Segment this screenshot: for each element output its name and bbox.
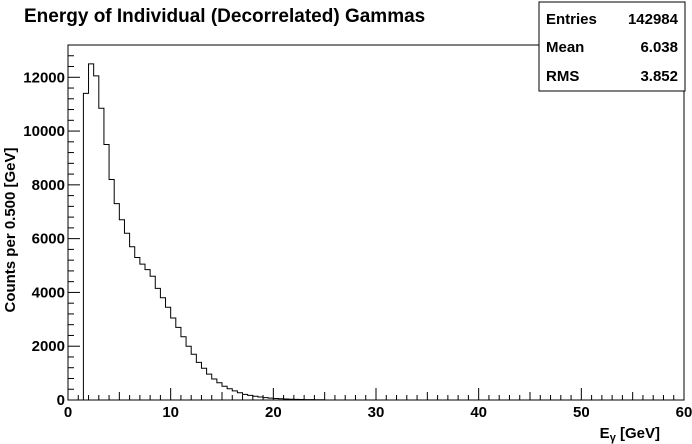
x-axis-label-unit: [GeV] [616,425,660,442]
x-axis: 0 10 20 30 40 50 60 [64,388,692,421]
x-tick-label: 30 [368,404,385,421]
x-tick-label: 10 [162,404,179,421]
y-axis: 0 2000 4000 6000 8000 10000 12000 [23,44,80,409]
y-tick-label: 2000 [32,338,65,355]
x-tick-label: 0 [64,404,72,421]
y-tick-label: 4000 [32,284,65,301]
y-tick-label: 0 [57,392,65,409]
stats-rms-label: RMS [546,68,579,85]
x-tick-label: 60 [676,404,692,421]
chart-title: Energy of Individual (Decorrelated) Gamm… [24,6,425,27]
stats-rms-value: 3.852 [640,68,678,85]
histogram-series-line [68,63,326,401]
stats-mean-value: 6.038 [640,39,678,56]
x-tick-label: 40 [470,404,487,421]
x-tick-label: 50 [573,404,590,421]
stats-box-frame [538,1,686,92]
y-tick-label: 8000 [32,177,65,194]
y-tick-label: 12000 [23,69,65,86]
stats-box: Entries 142984 Mean 6.038 RMS 3.852 [538,1,686,92]
y-tick-label: 10000 [23,123,65,140]
x-axis-label: Eγ [GeV] [600,425,660,444]
stats-entries-value: 142984 [628,11,679,28]
y-axis-label: Counts per 0.500 [GeV] [2,147,19,312]
stats-mean-label: Mean [546,39,584,56]
y-tick-label: 6000 [32,231,65,248]
x-axis-label-main: E [600,425,610,442]
plot-frame [67,44,685,401]
x-tick-label: 20 [265,404,282,421]
stats-entries-label: Entries [546,11,597,28]
x-axis-label-subscript: γ [610,432,617,444]
